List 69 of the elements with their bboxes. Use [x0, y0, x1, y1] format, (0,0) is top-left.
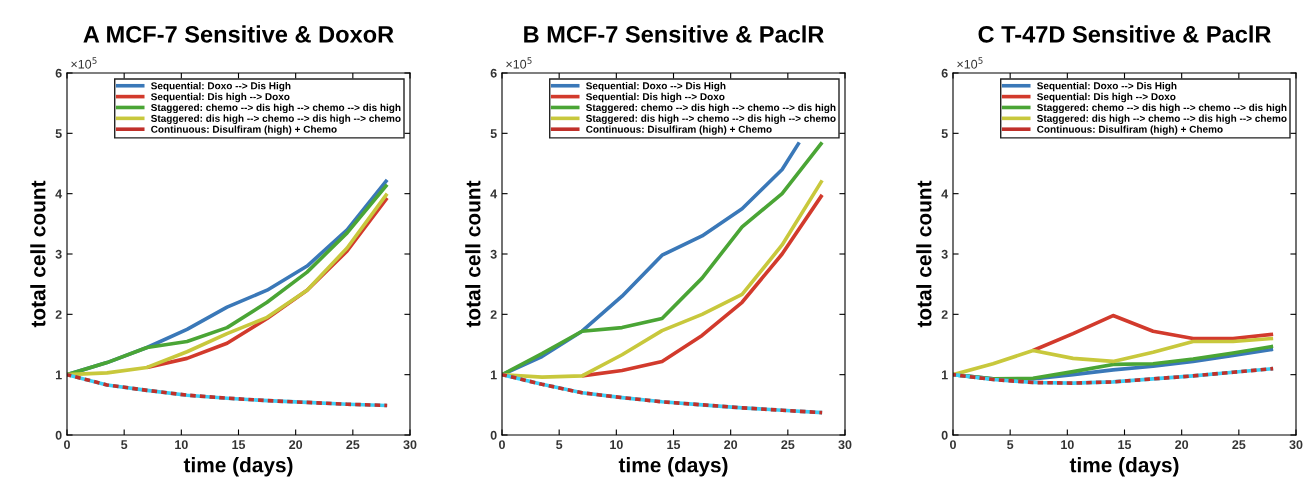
x-tick-label: 25 — [346, 440, 360, 450]
x-tick-label: 20 — [724, 440, 738, 450]
y-axis-title: total cell count — [465, 180, 481, 328]
x-tick-label: 15 — [667, 440, 681, 450]
y-tick-label: 5 — [55, 129, 62, 138]
chart-title: C T-47D Sensitive & PaclR — [978, 25, 1271, 43]
legend-label: Continuous: Disulfiram (high) + Chemo — [1037, 125, 1223, 135]
legend-label: Sequential: Doxo --> Dis High — [1037, 82, 1177, 92]
chart-title: B MCF-7 Sensitive & PaclR — [524, 25, 824, 43]
y-tick-label: 5 — [941, 129, 948, 138]
y-tick-label: 2 — [941, 310, 948, 319]
x-tick-label: 20 — [289, 440, 303, 450]
y-tick-label: 2 — [490, 310, 497, 319]
x-tick-label: 25 — [781, 440, 795, 450]
x-tick-label: 5 — [556, 440, 563, 450]
x-tick-label: 15 — [232, 440, 246, 450]
x-tick-label: 30 — [1289, 440, 1303, 450]
x-tick-label: 5 — [121, 440, 128, 450]
legend-label: Staggered: dis high --> chemo --> dis high --> chemo — [1037, 114, 1287, 124]
x-tick-label: 0 — [499, 440, 505, 450]
x-tick-label: 15 — [1118, 440, 1132, 450]
legend-label: Staggered: chemo --> dis high --> chemo --> dis high — [151, 103, 401, 114]
x-tick-label: 10 — [175, 440, 188, 450]
y-tick-label: 6 — [941, 68, 948, 78]
y-tick-label: 0 — [490, 430, 497, 440]
legend-label: Staggered: dis high --> chemo --> dis high --> chemo — [586, 114, 836, 124]
y-tick-label: 4 — [941, 189, 949, 199]
y-tick-label: 3 — [55, 249, 62, 259]
y-axis-title: total cell count — [30, 180, 46, 328]
y-tick-label: 0 — [55, 430, 62, 440]
y-tick-label: 3 — [490, 249, 497, 259]
legend-label: Sequential: Doxo --> Dis High — [586, 82, 726, 92]
legend-label: Continuous: Disulfiram (high) + Chemo — [151, 125, 337, 135]
chart-title: A MCF-7 Sensitive & DoxoR — [83, 25, 394, 43]
y-axis-title: total cell count — [916, 180, 932, 328]
x-tick-label: 0 — [64, 440, 70, 450]
x-tick-label: 10 — [1061, 440, 1074, 450]
x-tick-label: 0 — [950, 440, 956, 450]
legend-label: Staggered: chemo --> dis high --> chemo --> dis high — [1037, 103, 1287, 114]
y-tick-label: 1 — [941, 370, 948, 380]
y-tick-label: 6 — [490, 68, 497, 78]
x-tick-label: 20 — [1175, 440, 1189, 450]
y-tick-label: 0 — [941, 430, 948, 440]
x-tick-label: 25 — [1232, 440, 1246, 450]
y-tick-label: 6 — [55, 68, 62, 78]
x-tick-label: 30 — [838, 440, 852, 450]
legend-label: Sequential: Doxo --> Dis High — [151, 82, 291, 92]
y-tick-label: 1 — [490, 370, 497, 380]
y-tick-label: 3 — [941, 249, 948, 259]
x-axis-title: time (days) — [1069, 457, 1179, 477]
y-tick-label: 4 — [490, 189, 498, 199]
y-tick-label: 2 — [55, 310, 62, 319]
text: ×10$^{5}$ — [506, 57, 532, 69]
y-tick-label: 1 — [55, 370, 62, 380]
x-axis-title: time (days) — [183, 457, 293, 477]
text: ×10$^{5}$ — [71, 57, 97, 69]
legend-label: Sequential: Dis high --> Doxo — [586, 92, 725, 103]
legend-label: Staggered: dis high --> chemo --> dis high --> chemo — [151, 114, 401, 124]
x-tick-label: 5 — [1007, 440, 1014, 450]
legend-label: Staggered: chemo --> dis high --> chemo --> dis high — [586, 103, 836, 114]
text: ×10$^{5}$ — [957, 57, 983, 69]
x-tick-label: 10 — [610, 440, 623, 450]
legend-label: Sequential: Dis high --> Doxo — [151, 92, 290, 103]
x-axis-title: time (days) — [618, 457, 728, 477]
y-tick-label: 5 — [490, 129, 497, 138]
x-tick-label: 30 — [403, 440, 417, 450]
legend-label: Continuous: Disulfiram (high) + Chemo — [586, 125, 772, 135]
y-tick-label: 4 — [55, 189, 63, 199]
legend-label: Sequential: Dis high --> Doxo — [1037, 92, 1176, 103]
